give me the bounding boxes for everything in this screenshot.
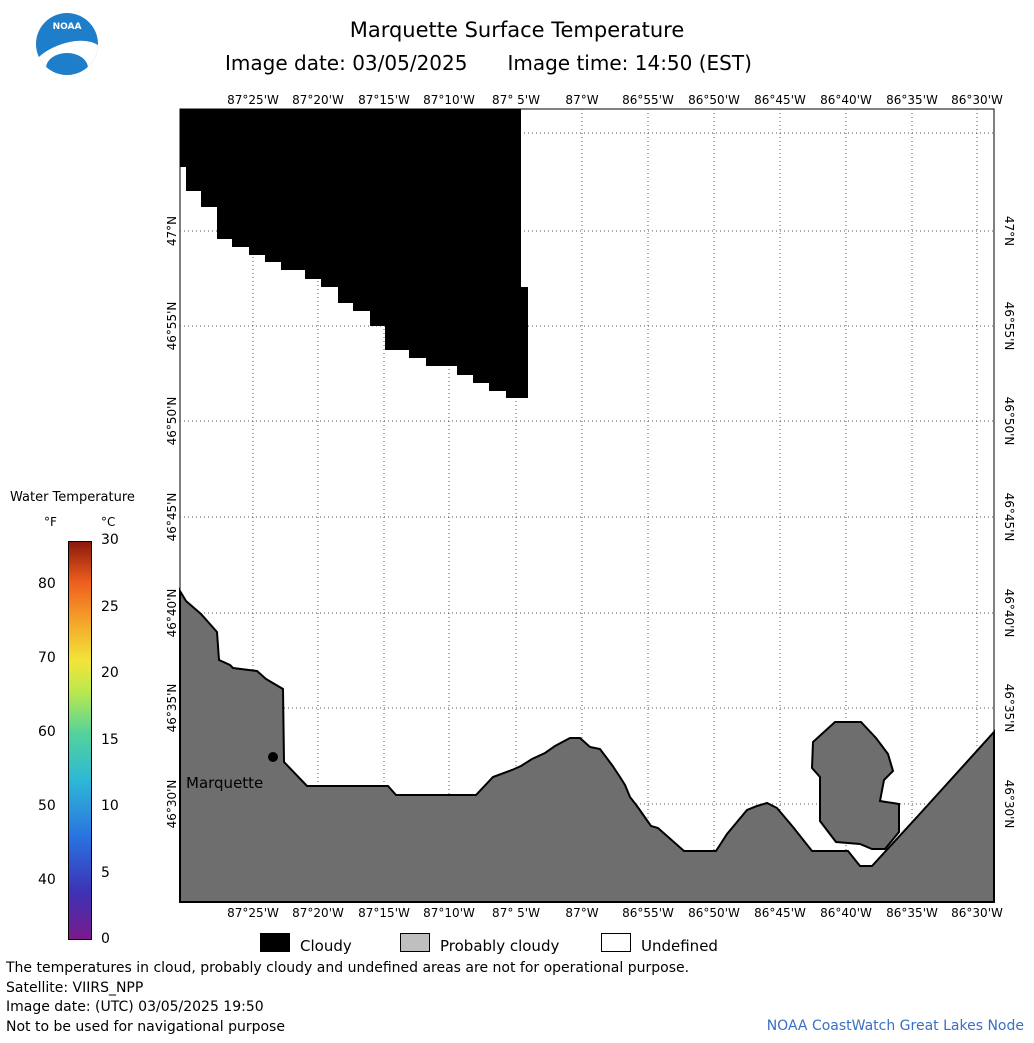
cloudy-label: Cloudy [300,937,352,955]
probably-cloudy-label: Probably cloudy [440,937,560,955]
lon-label-bottom: 87°15'W [358,906,410,920]
legend-unit-f: °F [44,515,57,529]
lat-label-left: 46°35'N [165,683,179,733]
lon-label-bottom: 87°25'W [227,906,279,920]
image-dateline: Image date: 03/05/2025 Image time: 14:50 … [225,51,752,75]
lon-label-top: 87°15'W [358,93,410,107]
colorbar-tick-f: 50 [38,798,56,814]
lat-label-right: 46°30'N [1002,779,1016,829]
lat-label-left: 47°N [165,215,179,247]
lon-label-top: 87°W [565,93,599,107]
lat-label-right: 46°35'N [1002,683,1016,733]
lon-label-bottom: 86°30'W [951,906,1003,920]
lon-label-top: 86°30'W [951,93,1003,107]
lat-label-left: 46°30'N [165,779,179,829]
utc-date: Image date: (UTC) 03/05/2025 19:50 [6,999,264,1015]
undefined-swatch [601,933,631,952]
undefined-label: Undefined [641,937,718,955]
colorbar-tick-c: 10 [101,798,119,814]
lon-label-top: 87° 5'W [492,93,540,107]
colorbar-tick-c: 20 [101,665,119,681]
image-time: Image time: 14:50 (EST) [507,51,752,75]
colorbar-tick-c: 0 [101,931,110,947]
lat-label-right: 46°45'N [1002,492,1016,542]
colorbar-tick-f: 70 [38,650,56,667]
lat-label-left: 46°45'N [165,492,179,542]
city-label: Marquette [186,774,264,792]
lon-label-top: 87°25'W [227,93,279,107]
lon-label-top: 86°50'W [688,93,740,107]
lon-label-bottom: 86°45'W [754,906,806,920]
lon-label-top: 86°40'W [820,93,872,107]
lat-label-right: 46°50'N [1002,396,1016,446]
lat-label-left: 46°40'N [165,588,179,638]
colorbar-tick-c: 25 [101,598,119,615]
colorbar-tick-f: 40 [38,871,56,888]
lon-label-top: 87°20'W [292,93,344,107]
noaa-logo-icon [36,13,98,75]
lon-label-bottom: 86°50'W [688,906,740,920]
lon-label-bottom: 87°10'W [423,906,475,920]
cloud-region [180,109,528,398]
image-date: Image date: 03/05/2025 [225,51,468,75]
cloudy-swatch [260,933,290,952]
temperature-colorbar [68,541,92,940]
lon-label-bottom: 86°55'W [622,906,674,920]
lat-label-left: 46°50'N [165,396,179,446]
probably-cloudy-swatch [400,933,430,952]
colorbar-tick-f: 80 [38,576,56,593]
lon-label-bottom: 86°35'W [886,906,938,920]
lon-label-bottom: 87°20'W [292,906,344,920]
credit-link[interactable]: NOAA CoastWatch Great Lakes Node [766,1018,1024,1034]
colorbar-tick-c: 5 [101,864,110,881]
lon-label-bottom: 87° 5'W [492,906,540,920]
lon-label-top: 86°35'W [886,93,938,107]
colorbar-tick-f: 60 [38,724,56,741]
lon-label-top: 87°10'W [423,93,475,107]
lat-label-left: 46°55'N [165,301,179,351]
island-region [810,721,900,850]
legend-unit-c: °C [101,515,116,529]
disclaimer-note: The temperatures in cloud, probably clou… [6,960,690,976]
lon-label-bottom: 87°W [565,906,599,920]
lat-label-right: 46°55'N [1002,301,1016,351]
nav-note: Not to be used for navigational purpose [6,1019,285,1035]
lon-label-bottom: 86°40'W [820,906,872,920]
lon-label-top: 86°55'W [622,93,674,107]
colorbar-tick-c: 15 [101,731,119,748]
satellite-info: Satellite: VIIRS_NPP [6,980,144,996]
land-region [179,587,995,903]
marquette-city-dot [268,752,278,762]
logo-text: NOAA [52,22,82,32]
page-title: Marquette Surface Temperature [349,18,685,42]
lat-label-right: 46°40'N [1002,588,1016,638]
lat-label-right: 47°N [1002,215,1016,247]
colorbar-tick-c: 30 [101,532,119,548]
lon-label-top: 86°45'W [754,93,806,107]
legend-title: Water Temperature [10,490,135,505]
